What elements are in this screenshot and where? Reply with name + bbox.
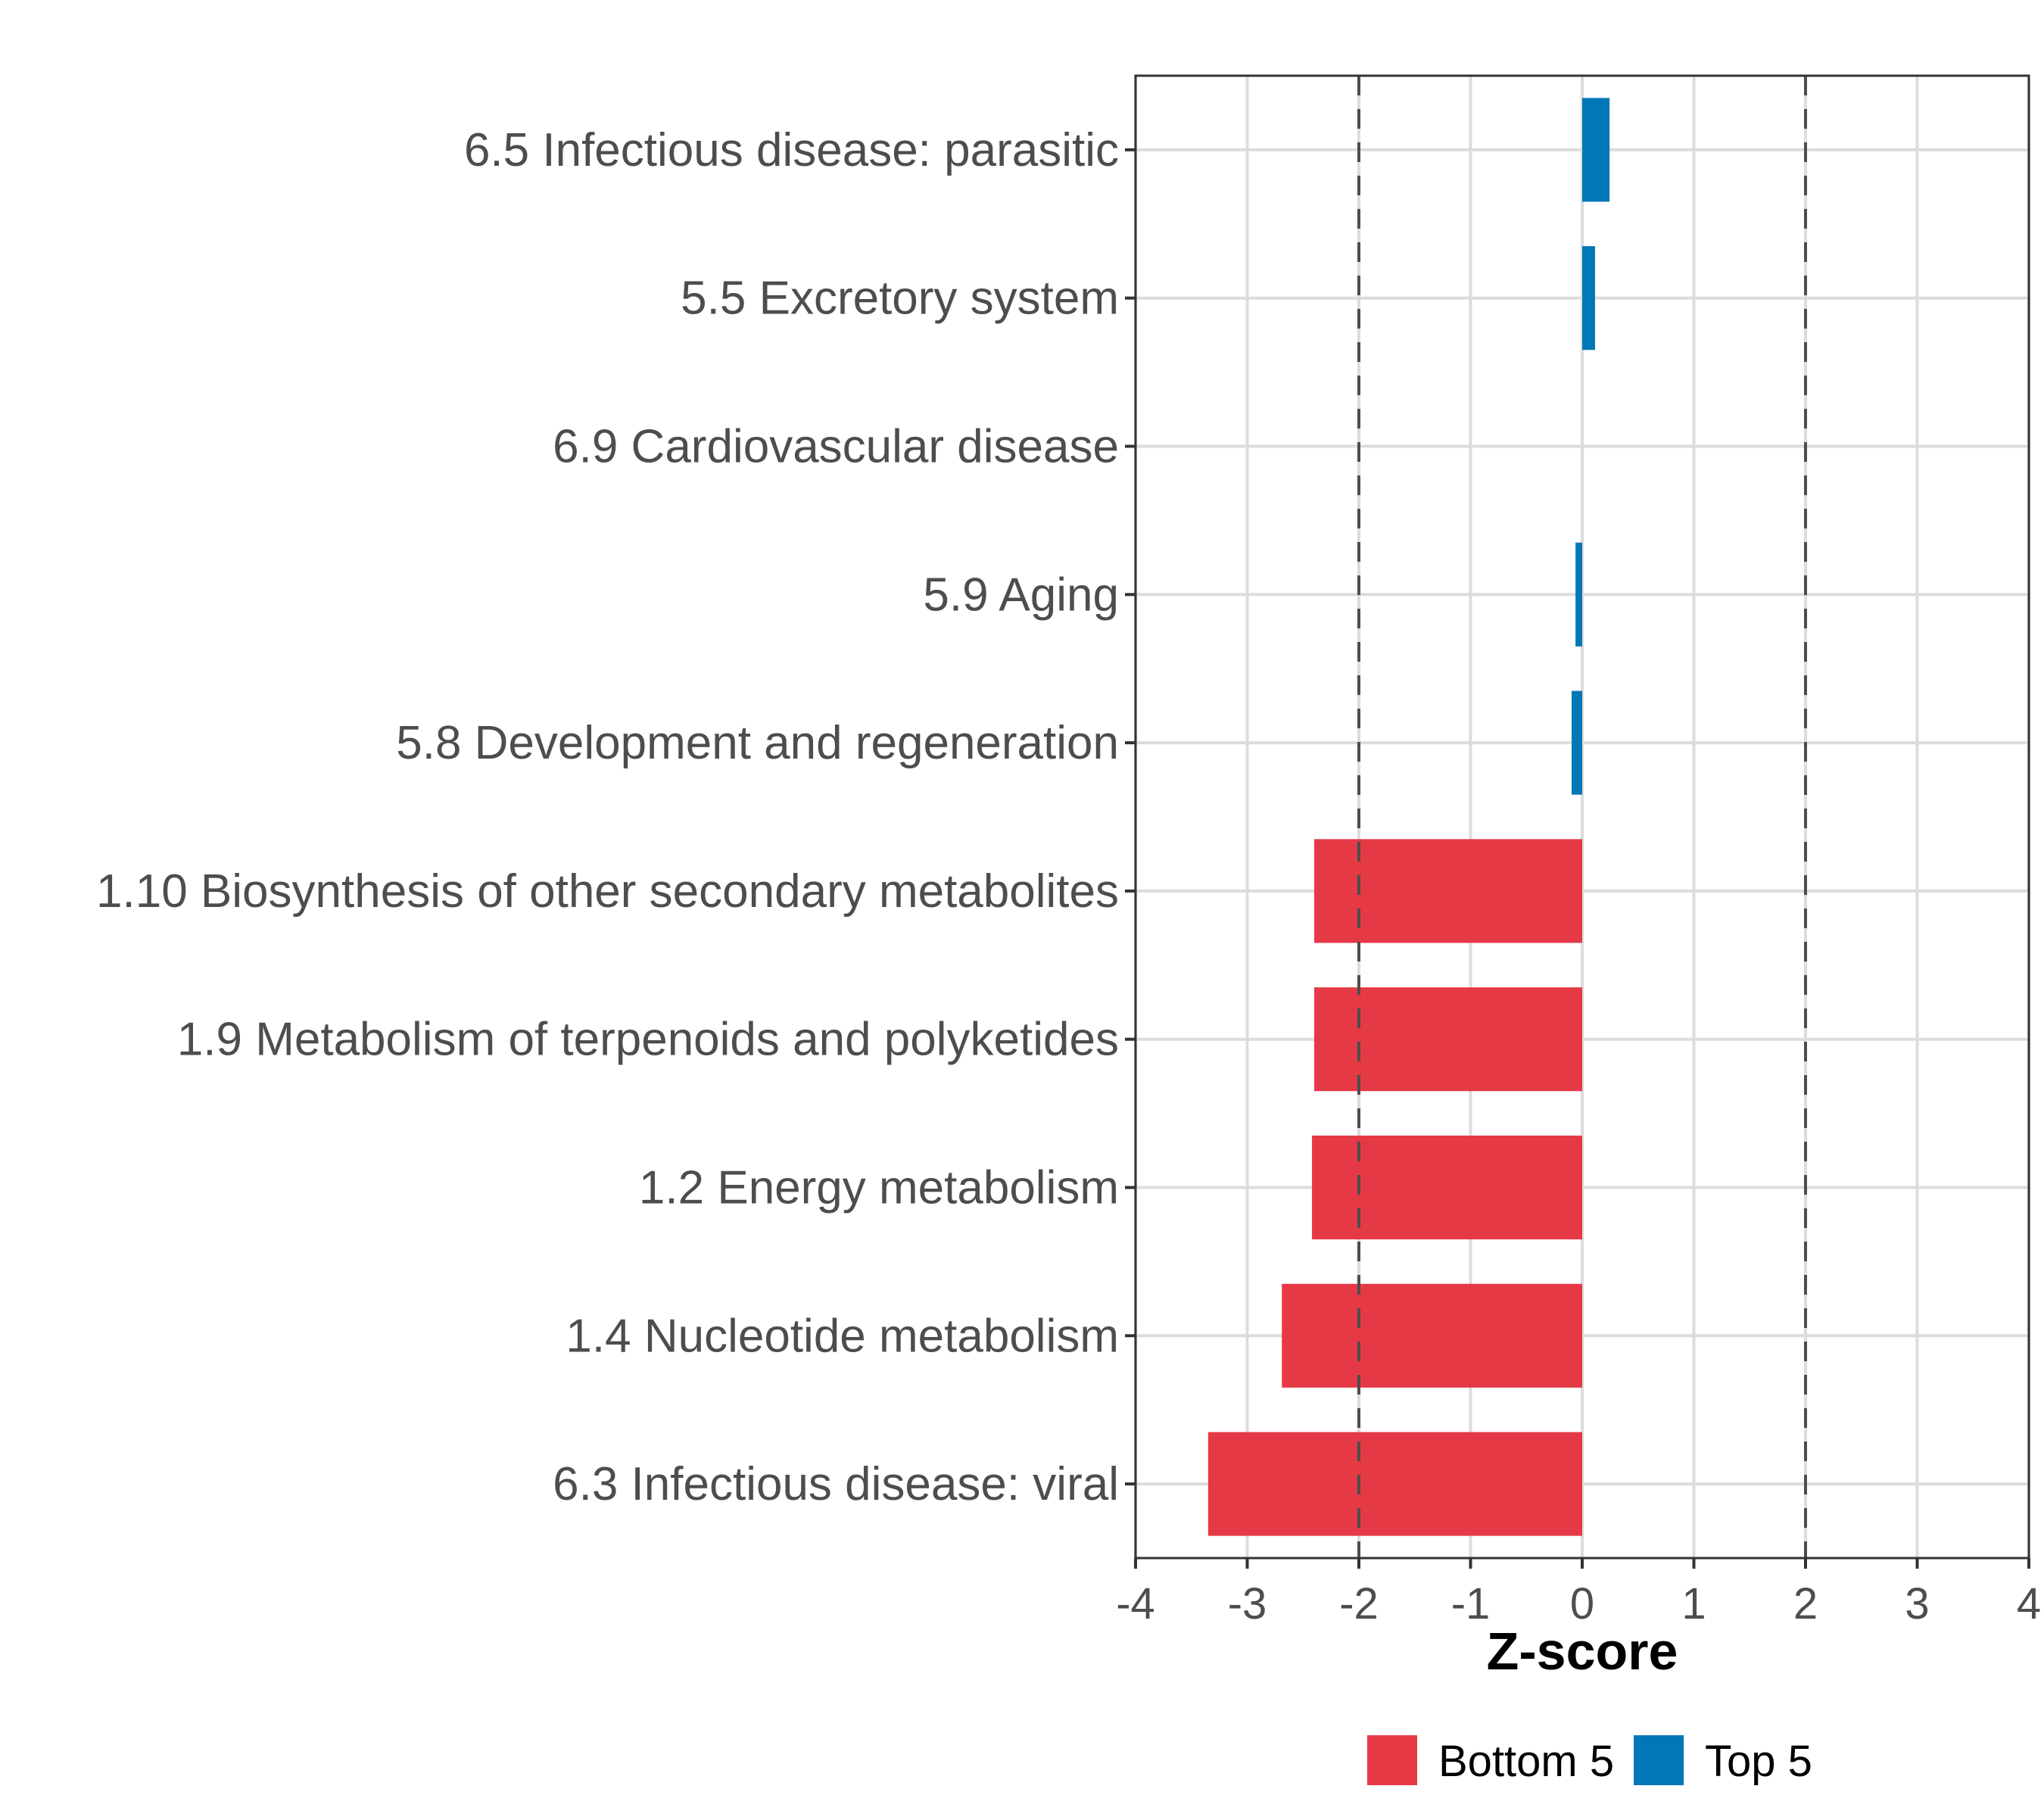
- legend-label: Top 5: [1705, 1737, 1812, 1786]
- category-label: 1.2 Energy metabolism: [639, 1162, 1119, 1214]
- bar: [1282, 1283, 1582, 1388]
- legend-label: Bottom 5: [1438, 1737, 1614, 1786]
- legend-swatch: [1367, 1735, 1417, 1785]
- category-label: 5.5 Excretory system: [681, 273, 1119, 325]
- bar: [1582, 98, 1610, 202]
- x-tick-label: 4: [2017, 1579, 2041, 1628]
- x-tick-label: 0: [1570, 1579, 1594, 1628]
- x-tick-label: 2: [1793, 1579, 1818, 1628]
- bar: [1312, 1135, 1582, 1240]
- category-label: 1.9 Metabolism of terpenoids and polyket…: [177, 1014, 1119, 1066]
- x-axis: -4 -3 -2 -1 0 1 2 3 4: [1116, 1558, 2041, 1628]
- category-label: 6.9 Cardiovascular disease: [553, 421, 1119, 473]
- category-label: 6.5 Infectious disease: parasitic: [464, 124, 1119, 176]
- x-tick-label: 3: [1905, 1579, 1929, 1628]
- x-tick-label: -2: [1339, 1579, 1379, 1628]
- legend-swatch: [1634, 1735, 1684, 1785]
- bar: [1314, 987, 1582, 1092]
- x-tick-label: -3: [1228, 1579, 1267, 1628]
- x-axis-title: Z-score: [1487, 1622, 1678, 1681]
- x-tick-label: 1: [1681, 1579, 1706, 1628]
- category-label: 1.10 Biosynthesis of other secondary met…: [96, 865, 1119, 918]
- bar: [1207, 1432, 1582, 1536]
- category-label: 5.9 Aging: [923, 569, 1119, 621]
- y-axis: 6.5 Infectious disease: parasitic 5.5 Exc…: [96, 124, 1136, 1510]
- bar: [1575, 542, 1582, 647]
- bar: [1314, 839, 1582, 943]
- category-label: 6.3 Infectious disease: viral: [553, 1458, 1119, 1510]
- category-label: 5.8 Development and regeneration: [396, 717, 1119, 769]
- legend: Bottom 5 Top 5: [1367, 1735, 1812, 1786]
- bar: [1571, 690, 1582, 795]
- x-tick-label: -4: [1116, 1579, 1155, 1628]
- x-tick-label: -1: [1451, 1579, 1491, 1628]
- category-label: 1.4 Nucleotide metabolism: [566, 1310, 1119, 1362]
- bar: [1582, 246, 1595, 351]
- reference-lines: [1357, 76, 1807, 1558]
